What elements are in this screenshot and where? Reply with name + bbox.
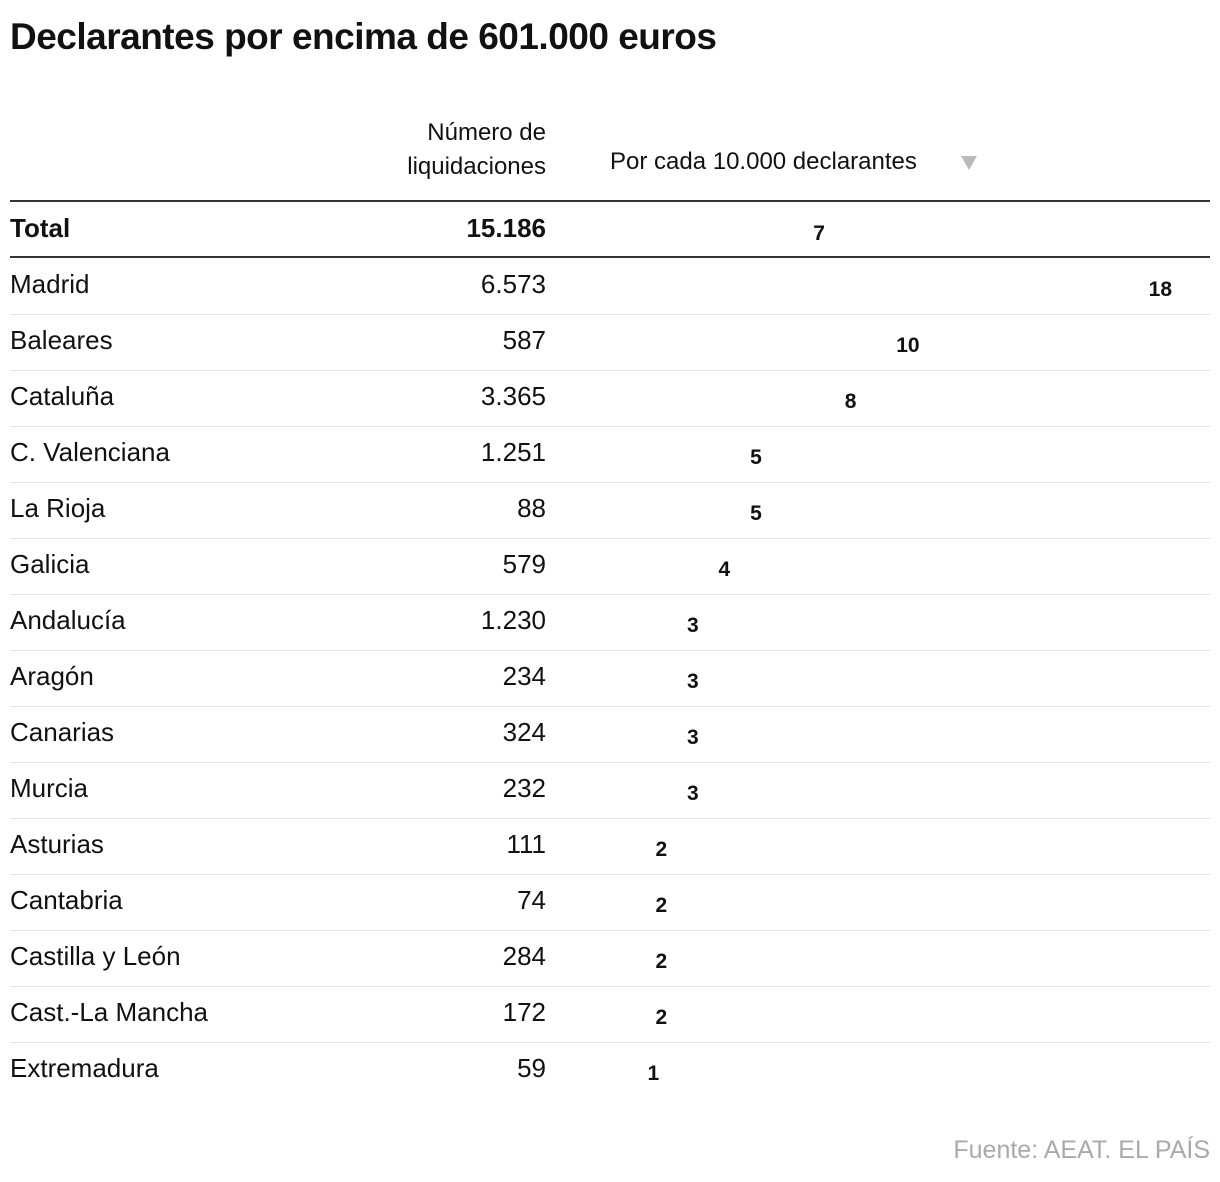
value-label: 3 [686, 670, 699, 693]
row-separator [10, 930, 1210, 931]
row-count: 6.573 [480, 269, 546, 299]
value-label: 7 [813, 222, 825, 245]
row-separator [10, 426, 1210, 427]
row-separator [10, 818, 1210, 819]
row-separator [10, 706, 1210, 707]
row-count: 15.186 [466, 213, 546, 243]
row-separator [10, 762, 1210, 763]
value-label: 18 [1148, 278, 1172, 301]
value-label: 5 [750, 446, 762, 469]
row-separator [10, 482, 1210, 483]
row-count: 579 [502, 549, 546, 579]
row-separator [10, 370, 1210, 371]
row-name: Canarias [10, 717, 115, 747]
row-name: Andalucía [10, 605, 126, 635]
total-rule [10, 256, 1210, 258]
row-count: 1.230 [480, 605, 546, 635]
row-count: 111 [506, 829, 546, 859]
row-name: Murcia [10, 773, 89, 803]
value-label: 2 [655, 838, 668, 861]
value-label: 10 [896, 334, 920, 357]
row-name: C. Valenciana [10, 437, 170, 467]
row-count: 324 [502, 717, 546, 747]
row-name: Total [10, 213, 71, 243]
row-count: 88 [517, 493, 546, 523]
row-count: 59 [517, 1053, 546, 1083]
row-name: La Rioja [10, 493, 106, 523]
row-separator [10, 1042, 1210, 1043]
row-name: Madrid [10, 269, 90, 299]
row-name: Castilla y León [10, 941, 181, 971]
value-label: 8 [844, 390, 857, 413]
header-rule [10, 200, 1210, 202]
value-label: 5 [750, 502, 762, 525]
row-count: 74 [517, 885, 546, 915]
row-name: Extremadura [10, 1053, 159, 1083]
column-header: Por cada 10.000 declarantes [610, 148, 917, 175]
value-label: 3 [686, 614, 699, 637]
value-label: 2 [655, 950, 668, 973]
row-count: 232 [502, 773, 546, 803]
row-count: 587 [502, 325, 546, 355]
sort-indicator [961, 156, 977, 170]
row-count: 1.251 [480, 437, 546, 467]
row-name: Cast.-La Mancha [10, 997, 208, 1027]
column-header: Número de liquidaciones [407, 119, 546, 180]
row-separator [10, 314, 1210, 315]
value-label: 1 [647, 1062, 660, 1085]
source: Fuente: AEAT. EL PAÍS [953, 1136, 1210, 1164]
row-separator [10, 538, 1210, 539]
row-name: Cantabria [10, 885, 123, 915]
value-label: 2 [655, 894, 668, 917]
row-name: Galicia [10, 549, 90, 579]
row-separator [10, 650, 1210, 651]
value-label: 3 [686, 782, 699, 805]
row-count: 172 [502, 997, 546, 1027]
row-count: 3.365 [480, 381, 546, 411]
row-name: Asturias [10, 829, 104, 859]
row-count: 284 [502, 941, 546, 971]
row-count: 234 [502, 661, 546, 691]
value-label: 3 [686, 726, 699, 749]
row-name: Baleares [10, 325, 113, 355]
value-label: 2 [655, 1006, 668, 1029]
title: Declarantes por encima de 601.000 euros [10, 16, 717, 57]
row-separator [10, 986, 1210, 987]
row-name: Cataluña [10, 381, 115, 411]
row-separator [10, 594, 1210, 595]
value-label: 4 [718, 558, 731, 581]
row-name: Aragón [10, 661, 94, 691]
row-separator [10, 874, 1210, 875]
